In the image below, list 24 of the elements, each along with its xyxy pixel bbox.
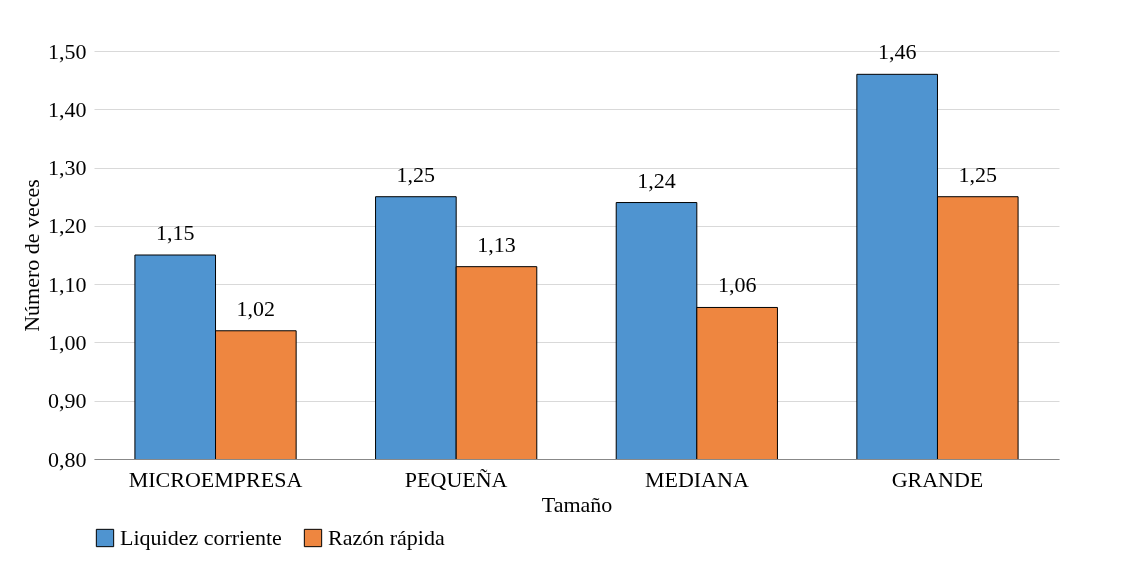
x-tick-label: PEQUEÑA (404, 466, 508, 492)
y-tick-label: 1,30 (48, 155, 87, 181)
data-label: 1,06 (717, 272, 757, 298)
data-label: 1,02 (236, 295, 276, 321)
y-tick-label: 1,00 (48, 329, 87, 355)
y-tick-label: 1,50 (48, 38, 87, 64)
legend-label: Liquidez corriente (120, 525, 282, 550)
x-tick-label: MICROEMPRESA (128, 466, 303, 492)
y-tick-label: 1,40 (48, 96, 87, 122)
x-axis-title: Tamaño (541, 491, 613, 517)
data-label: 1,25 (958, 161, 998, 187)
y-tick-label: 0,90 (48, 388, 87, 414)
legend-label: Razón rápida (328, 525, 445, 550)
data-label: 1,25 (396, 161, 436, 187)
y-tick-label: 0,80 (48, 446, 87, 472)
y-tick-label: 1,20 (48, 213, 87, 239)
data-label: 1,24 (637, 167, 676, 193)
y-axis-title: Número de veces (19, 179, 44, 332)
x-tick-label: MEDIANA (644, 466, 749, 492)
data-label: 1,13 (477, 231, 516, 257)
x-tick-label: GRANDE (891, 466, 984, 492)
y-tick-label: 1,10 (48, 271, 87, 297)
data-label: 1,15 (155, 220, 195, 245)
data-label: 1,46 (877, 39, 917, 65)
